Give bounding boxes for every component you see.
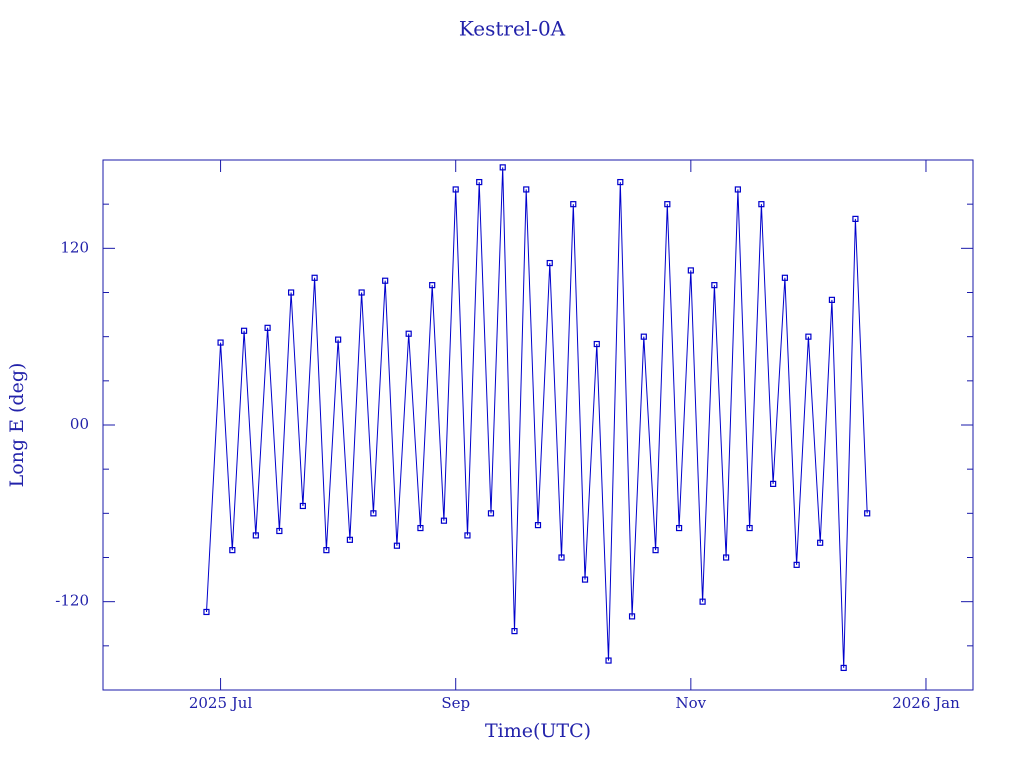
- data-point: [346, 536, 353, 543]
- x-tick-label: Nov: [676, 694, 707, 712]
- data-point: [652, 547, 659, 554]
- data-point: [805, 333, 812, 340]
- data-point: [299, 502, 306, 510]
- data-point: [288, 289, 295, 296]
- x-tick-label: 2025 Jul: [189, 694, 253, 712]
- data-point: [605, 657, 612, 664]
- x-axis-label: Time(UTC): [485, 720, 591, 742]
- data-point: [711, 282, 718, 289]
- y-tick-label: -120: [55, 592, 89, 610]
- data-point: [511, 628, 518, 635]
- data-point: [840, 664, 847, 672]
- data-point: [570, 201, 577, 208]
- data-point: [429, 282, 436, 289]
- plot-frame: [102, 159, 974, 691]
- data-point: [382, 277, 389, 284]
- data-point: [452, 186, 459, 193]
- data-point: [617, 178, 624, 186]
- y-tick-label: 120: [60, 238, 89, 256]
- data-point: [546, 259, 553, 267]
- data-point: [593, 340, 600, 348]
- data-point: [487, 510, 495, 517]
- data-point: [203, 608, 210, 616]
- y-axis-label: Long E (deg): [6, 363, 28, 488]
- data-point: [311, 274, 318, 281]
- data-point: [640, 333, 647, 340]
- data-point: [252, 532, 259, 539]
- data-point: [534, 522, 542, 529]
- data-point: [276, 527, 283, 535]
- data-point: [217, 339, 224, 346]
- data-point: [370, 510, 377, 517]
- data-point: [558, 554, 565, 561]
- data-point: [687, 267, 694, 274]
- data-point: [499, 164, 506, 171]
- data-point: [417, 524, 424, 532]
- data-point: [864, 510, 871, 517]
- x-tick-label: 2026 Jan: [892, 694, 960, 712]
- data-point: [852, 215, 859, 222]
- data-point: [699, 598, 706, 605]
- data-point: [323, 547, 330, 554]
- data-point: [264, 324, 271, 331]
- data-point: [793, 561, 800, 568]
- data-point: [229, 547, 236, 554]
- data-point: [723, 554, 730, 561]
- data-point: [758, 201, 765, 208]
- data-point: [240, 327, 248, 334]
- data-point: [476, 178, 483, 186]
- data-point: [781, 274, 788, 281]
- y-tick-label: 00: [70, 415, 89, 433]
- data-point: [628, 613, 636, 620]
- data-point: [523, 186, 530, 193]
- data-point: [817, 539, 824, 546]
- data-point: [358, 289, 365, 296]
- data-point: [581, 576, 589, 583]
- chart-title: Kestrel-0A: [459, 17, 566, 41]
- data-point: [664, 201, 671, 208]
- data-point: [734, 186, 741, 193]
- data-point: [828, 296, 836, 303]
- data-point: [405, 330, 412, 337]
- plot-area: [203, 164, 871, 672]
- data-point: [440, 517, 448, 524]
- data-point: [464, 532, 471, 539]
- data-point: [746, 524, 753, 532]
- data-point: [335, 336, 342, 343]
- x-tick-label: Sep: [441, 694, 470, 712]
- data-line: [206, 167, 868, 668]
- data-point: [675, 524, 683, 532]
- data-point: [770, 480, 777, 487]
- data-point: [393, 542, 401, 549]
